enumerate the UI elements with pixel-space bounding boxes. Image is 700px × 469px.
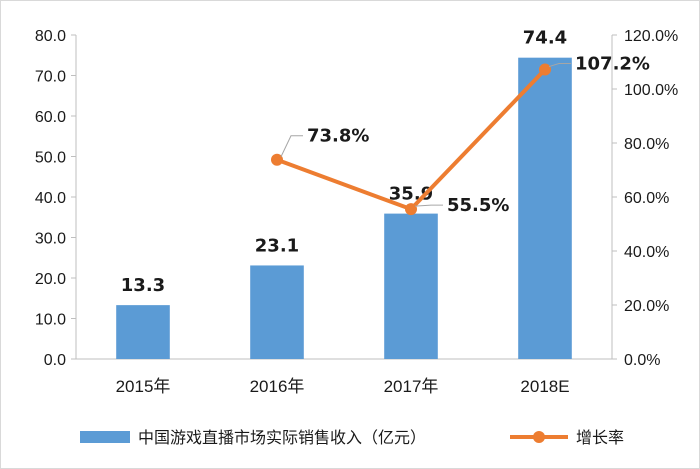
growth-point [539,63,551,76]
left-y-axis: 0.0 10.0 20.0 30.0 40.0 50.0 60.0 70.0 80.0 [35,28,77,369]
left-axis-tick-label: 20.0 [35,271,66,288]
left-axis-tick-label: 80.0 [35,28,66,45]
bar-series: 13.323.135.974.4 [116,28,572,360]
x-axis-category-label: 2015年 [116,377,171,396]
growth-line-series: 73.8% 55.5% 107.2% [271,54,650,216]
right-axis-tick-label: 120.0% [624,28,678,45]
growth-data-label: 55.5% [447,195,509,216]
x-axis-category-label: 2017年 [384,377,439,396]
left-axis-tick-label: 10.0 [35,312,66,329]
bar [384,213,438,359]
right-axis-tick-label: 40.0% [624,244,669,261]
right-axis-tick-label: 100.0% [624,82,678,99]
left-axis-tick-label: 30.0 [35,231,66,248]
growth-label-leader [280,135,303,157]
bar [116,305,170,359]
legend-bar-label: 中国游戏直播市场实际销售收入（亿元） [138,428,426,447]
legend-bar-swatch [80,431,130,443]
growth-point [405,203,417,216]
bar [250,265,304,359]
growth-data-label: 73.8% [307,126,369,147]
bar-data-label: 74.4 [523,28,567,49]
category-labels: 2015年 2016年 2017年 2018E [116,377,570,396]
left-axis-tick-label: 50.0 [35,150,66,167]
left-axis-tick-label: 0.0 [44,352,66,369]
legend-line-label: 增长率 [576,428,624,447]
bar-data-label: 23.1 [255,235,299,256]
right-axis-tick-label: 0.0% [624,352,660,369]
right-axis-tick-label: 60.0% [624,190,669,207]
left-axis-tick-label: 60.0 [35,109,66,126]
right-axis-tick-label: 20.0% [624,298,669,315]
growth-data-label: 107.2% [575,54,650,75]
right-y-axis: 0.0% 20.0% 40.0% 60.0% 80.0% 100.0% 120.0% [611,28,678,369]
growth-label-leader [414,204,443,207]
legend-line-marker [533,431,545,443]
bar [518,57,572,360]
x-axis-category-label: 2016年 [250,377,305,396]
x-axis-category-label: 2018E [520,377,569,396]
right-axis-tick-label: 80.0% [624,136,669,153]
growth-label-leader [548,63,571,68]
left-axis-tick-label: 40.0 [35,190,66,207]
growth-point [271,153,283,166]
bar-data-label: 13.3 [121,275,165,296]
legend: 中国游戏直播市场实际销售收入（亿元） 增长率 [80,428,624,447]
left-axis-tick-label: 70.0 [35,69,66,86]
